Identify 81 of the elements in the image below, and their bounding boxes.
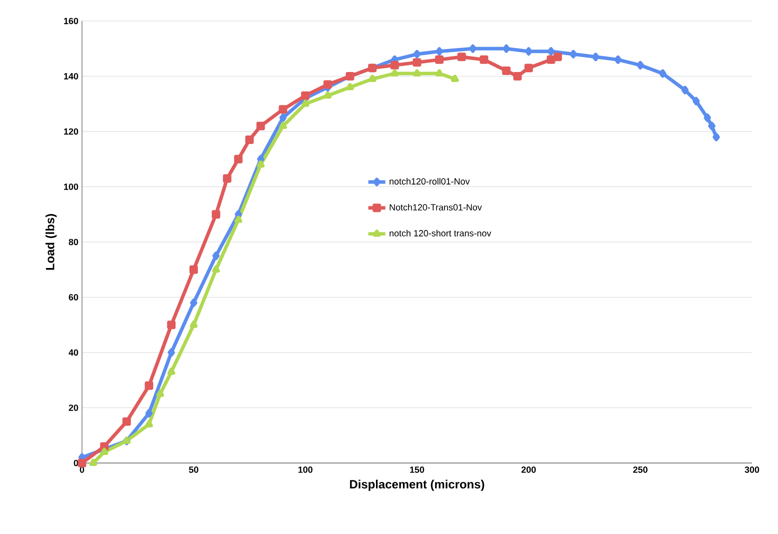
- x-tick-label: 250: [633, 466, 648, 473]
- point: [145, 409, 153, 418]
- point: [190, 320, 198, 328]
- y-tick-label: 40: [68, 349, 78, 356]
- y-tick-label: 160: [64, 18, 78, 24]
- point: [708, 122, 716, 130]
- point: [256, 122, 265, 130]
- y-tick-label: 140: [64, 73, 78, 80]
- point: [78, 458, 86, 468]
- point: [435, 55, 444, 64]
- point: [712, 132, 720, 142]
- point: [234, 154, 243, 164]
- point: [636, 60, 644, 70]
- point: [592, 52, 600, 62]
- point: [659, 69, 666, 78]
- point: [245, 136, 254, 144]
- point: [89, 458, 98, 466]
- point: [189, 265, 198, 274]
- point: [390, 60, 399, 70]
- point: [435, 69, 444, 76]
- x-tick-label: 100: [298, 466, 312, 473]
- point: [553, 52, 562, 62]
- point: [346, 83, 354, 90]
- point: [167, 368, 176, 375]
- point: [480, 55, 488, 64]
- y-tick-label: 100: [64, 184, 78, 190]
- point: [212, 252, 220, 260]
- point: [190, 298, 198, 308]
- y-axis-title: Load (lbs): [46, 214, 57, 270]
- point: [212, 210, 220, 219]
- point: [324, 91, 332, 99]
- y-tick-label: 0: [74, 460, 78, 466]
- legend-label: notch120-roll01-Nov: [390, 178, 470, 185]
- point: [413, 50, 421, 58]
- point: [100, 448, 108, 455]
- legend-label: notch 120-short trans-nov: [390, 230, 492, 236]
- point: [145, 420, 153, 428]
- point: [451, 74, 459, 82]
- point: [525, 47, 532, 56]
- point: [144, 381, 154, 390]
- x-axis-title: Displacement (microns): [350, 480, 484, 491]
- point: [279, 122, 287, 129]
- point: [212, 265, 220, 273]
- x-tick-label: 150: [410, 466, 424, 473]
- x-tick-label: 50: [188, 466, 198, 473]
- point: [323, 80, 332, 89]
- point: [168, 348, 175, 357]
- point: [524, 64, 533, 72]
- point: [502, 44, 510, 53]
- point: [570, 50, 577, 58]
- point: [122, 417, 131, 426]
- x-tick-label: 200: [522, 466, 536, 473]
- y-tick-label: 60: [68, 294, 78, 300]
- point: [704, 113, 711, 122]
- point: [614, 55, 622, 64]
- point: [457, 52, 466, 62]
- point: [167, 320, 176, 330]
- point: [681, 86, 689, 94]
- point: [100, 442, 109, 451]
- y-tick-label: 120: [64, 128, 78, 135]
- point: [234, 216, 242, 223]
- point: [502, 66, 511, 75]
- legend-label: Notch120-Trans01-Nov: [390, 204, 482, 210]
- x-tick-label: 300: [744, 466, 760, 473]
- point: [256, 160, 265, 168]
- y-tick-label: 20: [68, 404, 78, 411]
- point: [692, 96, 700, 106]
- point: [413, 69, 421, 76]
- point: [513, 72, 522, 80]
- point: [156, 390, 164, 397]
- point: [469, 44, 476, 53]
- point: [547, 47, 555, 56]
- point: [436, 47, 443, 56]
- point: [368, 74, 376, 82]
- point: [222, 174, 232, 183]
- point: [390, 69, 399, 76]
- y-tick-label: 80: [68, 238, 78, 246]
- point: [412, 58, 422, 67]
- point: [278, 105, 288, 114]
- point: [279, 113, 287, 122]
- point: [546, 55, 556, 64]
